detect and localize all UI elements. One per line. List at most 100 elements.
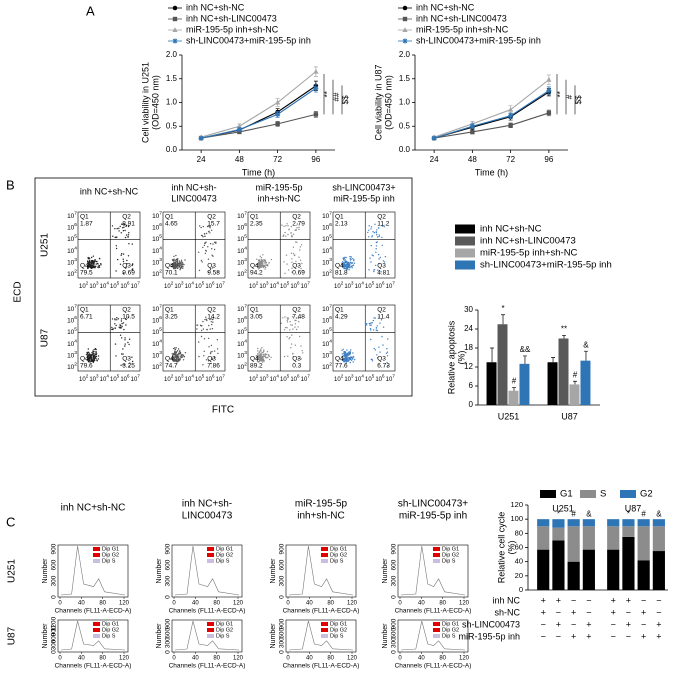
- legend-label: Dip G2: [330, 627, 347, 633]
- tick-label: 107: [237, 304, 247, 313]
- event-dot: [112, 328, 114, 331]
- quadrant-value: 10.5: [122, 314, 135, 321]
- event-dot: [210, 351, 212, 353]
- y-tick-label: 300: [51, 575, 58, 586]
- event-dot: [373, 317, 375, 319]
- tick-exponent: 4: [106, 281, 109, 286]
- event-dot: [344, 353, 346, 356]
- event-dot: [295, 260, 297, 263]
- quadrant-name: Q4: [250, 263, 259, 270]
- tick-exponent: 7: [222, 374, 225, 379]
- legend-swatch: [620, 490, 636, 498]
- quadrant-value: 11.4: [377, 314, 390, 321]
- quadrant-name: Q2: [122, 307, 131, 314]
- event-dot: [284, 316, 286, 318]
- legend-swatch: [433, 547, 440, 551]
- event-dot: [381, 236, 383, 239]
- tick-exponent: 7: [74, 304, 77, 310]
- y-tick-label: 1.0: [166, 98, 178, 107]
- event-dot: [290, 324, 292, 326]
- tick-exponent: 2: [86, 281, 89, 286]
- tick-exponent: 4: [106, 374, 109, 379]
- event-dot: [118, 230, 120, 232]
- event-dot: [373, 269, 375, 271]
- tick-label: 107: [131, 374, 141, 383]
- tick-exponent: 7: [307, 374, 310, 379]
- event-dot: [263, 260, 265, 263]
- event-dot: [372, 231, 374, 233]
- event-dot: [94, 356, 96, 358]
- event-dot: [344, 351, 346, 353]
- tick-exponent: 2: [329, 362, 332, 368]
- event-dot: [87, 348, 90, 350]
- event-dot: [177, 267, 179, 269]
- tick-base: 10: [131, 377, 138, 383]
- tick-exponent: 7: [244, 304, 247, 310]
- event-dot: [208, 346, 210, 348]
- event-dot: [92, 263, 94, 265]
- event-dot: [283, 329, 286, 331]
- condition-sign: −: [641, 595, 646, 605]
- x-axis-label: Channels (FL11-A-ECD-A): [55, 663, 132, 670]
- y-tick-label: 0: [469, 400, 474, 409]
- tick-label: 107: [386, 374, 396, 383]
- event-dot: [368, 322, 371, 325]
- tick-label: 103: [152, 350, 162, 359]
- event-dot: [344, 256, 346, 258]
- tick-base: 10: [89, 284, 96, 290]
- event-dot: [131, 264, 133, 267]
- significance-label: **: [561, 324, 567, 333]
- event-dot: [179, 261, 181, 263]
- event-dot: [259, 261, 261, 263]
- event-dot: [171, 263, 173, 266]
- tick-label: 102: [237, 362, 247, 371]
- condition-sign: +: [556, 595, 561, 605]
- tick-label: 107: [67, 304, 77, 313]
- histogram-outline: [288, 545, 354, 596]
- event-dot: [174, 347, 176, 349]
- event-dot: [172, 267, 175, 269]
- event-dot: [292, 353, 294, 355]
- tick-base: 10: [205, 284, 212, 290]
- event-dot: [213, 241, 216, 244]
- tick-exponent: 4: [276, 374, 279, 379]
- tick-label: 102: [164, 374, 174, 383]
- y-tick-label: 2.0: [399, 50, 411, 59]
- tick-exponent: 6: [382, 374, 385, 379]
- event-dot: [210, 229, 213, 231]
- point: [275, 111, 281, 117]
- event-dot: [343, 257, 345, 260]
- event-dot: [87, 351, 90, 353]
- tick-base: 10: [386, 284, 393, 290]
- event-dot: [209, 268, 212, 271]
- legend-label: Dip G1: [216, 546, 233, 552]
- event-dot: [92, 358, 94, 360]
- tick-exponent: 7: [392, 281, 395, 286]
- event-dot: [288, 269, 290, 271]
- event-dot: [207, 337, 210, 340]
- event-dot: [179, 359, 181, 361]
- event-dot: [202, 328, 205, 330]
- x-tick-label: 0: [172, 601, 176, 607]
- event-dot: [125, 266, 127, 268]
- tick-base: 10: [322, 352, 330, 359]
- column-title: inh+sh-NC: [258, 193, 301, 203]
- event-dot: [374, 223, 376, 225]
- tick-exponent: 5: [159, 234, 162, 240]
- event-dot: [365, 324, 368, 326]
- plot-frame: [247, 304, 311, 372]
- tick-label: 102: [322, 362, 332, 371]
- legend-swatch: [207, 622, 214, 626]
- series-line: [200, 71, 317, 138]
- x-tick-label: 40: [306, 601, 313, 607]
- column-title: LINC00473: [182, 511, 233, 522]
- event-dot: [122, 253, 125, 255]
- event-dot: [203, 233, 206, 235]
- event-dot: [124, 337, 126, 339]
- legend-label: Dip G1: [442, 546, 459, 552]
- event-dot: [122, 364, 124, 366]
- histogram-outline: [400, 620, 466, 651]
- event-dot: [377, 227, 380, 229]
- legend-swatch: [93, 553, 100, 557]
- event-dot: [292, 233, 295, 235]
